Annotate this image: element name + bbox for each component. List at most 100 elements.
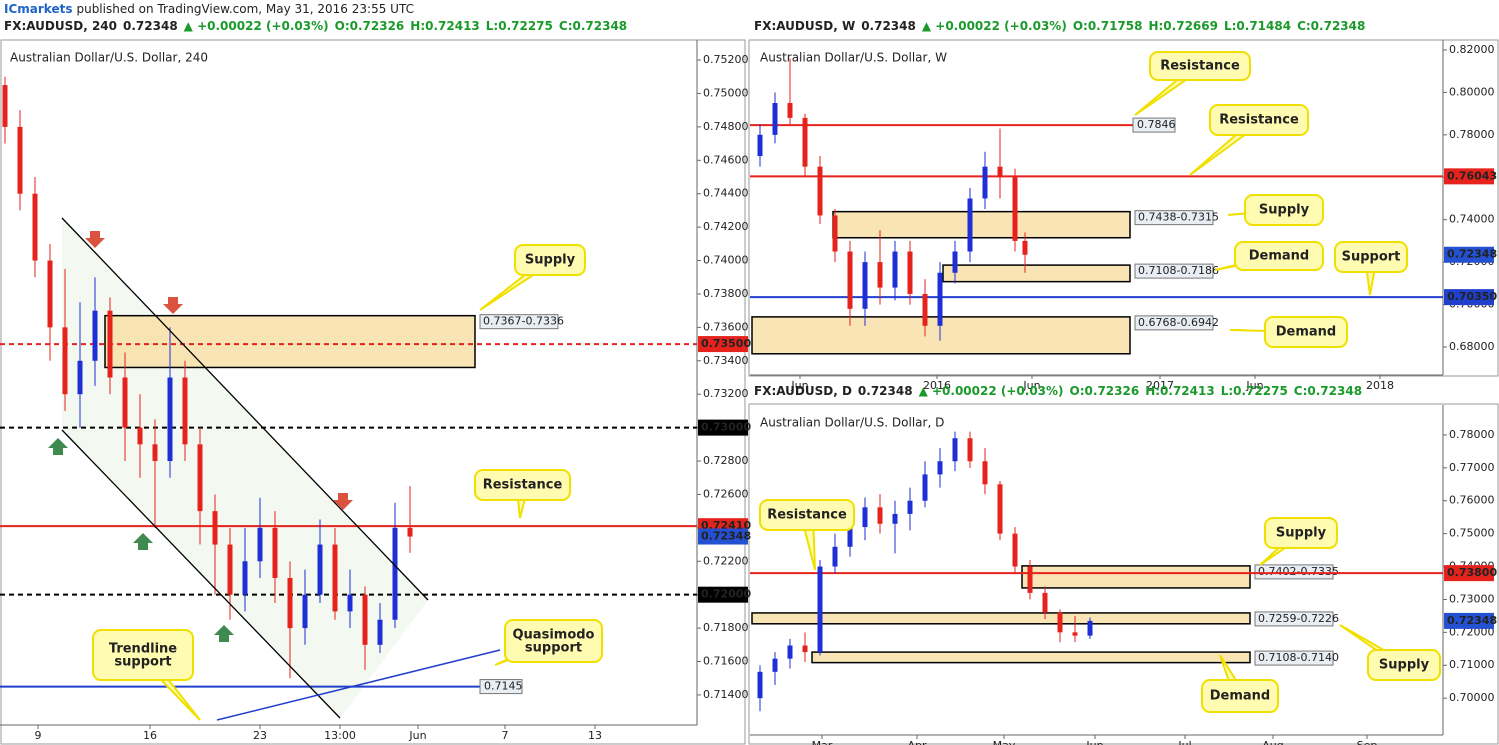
callout-box <box>759 499 855 531</box>
y-tick-label: 0.76000 <box>1449 494 1495 507</box>
x-tick-label: 2018 <box>1366 379 1394 392</box>
candle-body <box>392 527 398 620</box>
candle-body <box>952 251 958 273</box>
callout-box <box>504 619 603 663</box>
candle-body <box>772 658 778 672</box>
candle-body <box>802 117 808 167</box>
panel-frame <box>748 39 1499 377</box>
ohlc-value: C:0.72348 <box>1297 19 1365 33</box>
y-tick-label: 0.75000 <box>703 86 749 99</box>
ohlc-value: H:0.72413 <box>1145 384 1215 398</box>
x-tick-label: Jun <box>1245 379 1263 392</box>
candle-body <box>1042 592 1048 613</box>
x-tick-label: 7 <box>502 729 509 742</box>
candle-body <box>122 377 128 428</box>
candle-body <box>832 215 838 252</box>
price-label-box <box>698 528 748 545</box>
zone-label: 0.7259-0.7226 <box>1258 612 1339 625</box>
candle-body <box>982 461 988 485</box>
y-tick-label: 0.74200 <box>703 220 749 233</box>
ohlc-value: O:0.72326 <box>335 19 405 33</box>
candle-body <box>922 474 928 501</box>
arrows-down <box>85 231 353 510</box>
zone-label-box <box>1134 315 1214 331</box>
y-tick-label: 0.73800 <box>703 287 749 300</box>
candle-body <box>272 527 278 578</box>
callout-box <box>1264 517 1338 549</box>
callout-text: Trendline support <box>109 641 177 669</box>
y-tick-label: 0.72600 <box>703 487 749 500</box>
chart-title: Australian Dollar/U.S. Dollar, D <box>760 416 944 430</box>
callout-text: Demand <box>1210 689 1271 704</box>
zone-label-box <box>1134 263 1214 279</box>
callout-text: Demand <box>1249 249 1310 264</box>
candle-body <box>2 85 8 127</box>
author[interactable]: ICmarkets <box>4 2 72 16</box>
symbol-bar: FX:AUDUSD, 240 0.72348 ▲ +0.00022 (+0.03%)… <box>4 19 627 33</box>
y-tick-label: 0.73600 <box>703 320 749 333</box>
zone-label: 0.7402-0.7335 <box>1258 565 1339 578</box>
x-tick-label: Jun <box>790 379 808 392</box>
candle-body <box>362 594 368 645</box>
candle-body <box>347 594 353 612</box>
candle-body <box>892 513 898 524</box>
price-label-box <box>1444 565 1494 582</box>
candle-body <box>1087 620 1093 636</box>
x-tick-label: Jul <box>1177 739 1191 745</box>
y-tick-label: 0.71000 <box>1449 658 1495 671</box>
y-tick-label: 0.74000 <box>1449 213 1495 226</box>
zone-label-box <box>1254 564 1334 580</box>
callout-box <box>1264 316 1348 348</box>
price-label-box <box>1444 168 1494 185</box>
arrow-down <box>333 493 353 510</box>
callout-box <box>474 469 571 501</box>
y-tick-label: 0.73000 <box>1449 592 1495 605</box>
callout-line: Trendline <box>109 641 177 656</box>
candle-body <box>997 484 1003 534</box>
candle-body <box>907 500 913 514</box>
candle-body <box>757 134 763 157</box>
zone-label-box <box>479 314 559 330</box>
ohlc-value: H:0.72669 <box>1148 19 1218 33</box>
y-tick-label: 0.71400 <box>703 688 749 701</box>
y-tick-label: 0.75200 <box>703 53 749 66</box>
candle-body <box>47 260 53 328</box>
y-tick-label: 0.78000 <box>1449 428 1495 441</box>
callout-box <box>514 244 586 276</box>
price-label: 0.72348 <box>701 530 751 543</box>
change: ▲ +0.00022 (+0.03%) <box>919 384 1064 398</box>
level-tag-box <box>479 679 523 695</box>
candle-body <box>892 251 898 288</box>
y-tick-label: 0.71800 <box>703 621 749 634</box>
candle-body <box>242 561 248 595</box>
y-tick-label: 0.74800 <box>703 120 749 133</box>
header-text: published on TradingView.com, May 31, 20… <box>76 2 413 16</box>
callout-text: Demand <box>1276 325 1337 340</box>
symbol-bar: FX:AUDUSD, W 0.72348 ▲ +0.00022 (+0.03%) O:… <box>754 19 1365 33</box>
candle-body <box>17 126 23 194</box>
callout-box <box>1201 679 1279 713</box>
callout-line: support <box>114 654 171 669</box>
zone-label-box <box>1254 650 1334 666</box>
candle-body <box>757 671 763 699</box>
candle-body <box>817 166 823 216</box>
callout-text: Resistance <box>767 508 847 523</box>
candle-body <box>1057 612 1063 633</box>
zone-label: 0.7367-0.7336 <box>483 315 564 328</box>
x-tick-label: 2017 <box>1146 379 1174 392</box>
zone <box>811 651 1251 664</box>
candle-body <box>877 262 883 288</box>
candle-body <box>137 427 143 445</box>
callout-box <box>1367 649 1441 681</box>
arrow-up <box>48 438 68 455</box>
x-tick-label: Sep <box>1357 739 1378 745</box>
price-label-box <box>1444 612 1494 629</box>
candle-body <box>332 544 338 612</box>
arrow-down <box>85 231 105 248</box>
change: ▲ +0.00022 (+0.03%) <box>184 19 329 33</box>
y-tick-label: 0.74400 <box>703 187 749 200</box>
price-label: 0.72000 <box>701 588 751 601</box>
y-tick-label: 0.74000 <box>703 254 749 267</box>
callout-box <box>1234 241 1324 271</box>
x-tick-label: 13 <box>588 729 602 742</box>
